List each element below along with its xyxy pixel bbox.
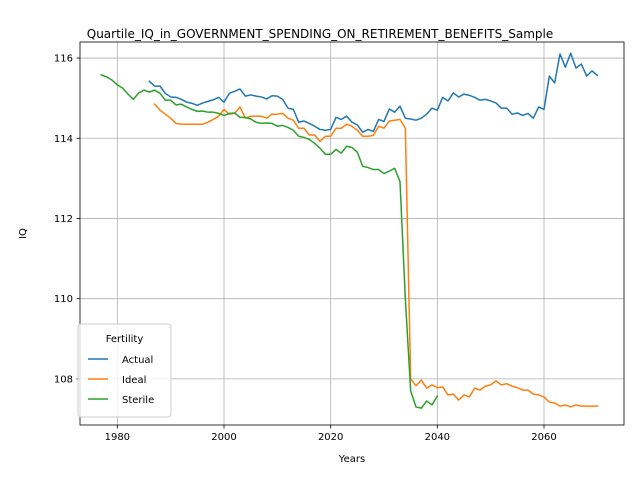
y-axis-label: IQ bbox=[18, 228, 29, 239]
series-line-sterile bbox=[100, 73, 439, 409]
x-axis-label: Years bbox=[338, 454, 365, 465]
x-tick-label: 2040 bbox=[425, 432, 450, 443]
chart-title: Quartile_IQ_in_GOVERNMENT_SPENDING_ON_RE… bbox=[87, 27, 554, 41]
series-lines bbox=[100, 52, 599, 409]
legend: Fertility Actual Ideal Sterile bbox=[77, 323, 172, 418]
x-tick-label: 2060 bbox=[531, 432, 556, 443]
legend-label-actual: Actual bbox=[122, 355, 153, 366]
y-tick-label: 112 bbox=[54, 214, 73, 225]
series-line-actual bbox=[148, 52, 599, 133]
y-tick-label: 116 bbox=[54, 54, 73, 65]
plot-frame bbox=[79, 41, 625, 426]
x-tick-label: 1980 bbox=[105, 432, 130, 443]
x-tick-label: 2020 bbox=[318, 432, 343, 443]
axis-ticks: 1980 2000 2020 2040 2060 108 110 112 114 116 bbox=[54, 54, 557, 443]
legend-title: Fertility bbox=[106, 334, 144, 345]
y-tick-label: 108 bbox=[54, 374, 73, 385]
legend-label-sterile: Sterile bbox=[122, 395, 154, 406]
grid bbox=[80, 42, 624, 425]
legend-label-ideal: Ideal bbox=[122, 375, 146, 386]
x-tick-label: 2000 bbox=[211, 432, 236, 443]
y-tick-label: 110 bbox=[54, 294, 73, 305]
y-tick-label: 114 bbox=[54, 134, 73, 145]
legend-box bbox=[77, 323, 172, 418]
